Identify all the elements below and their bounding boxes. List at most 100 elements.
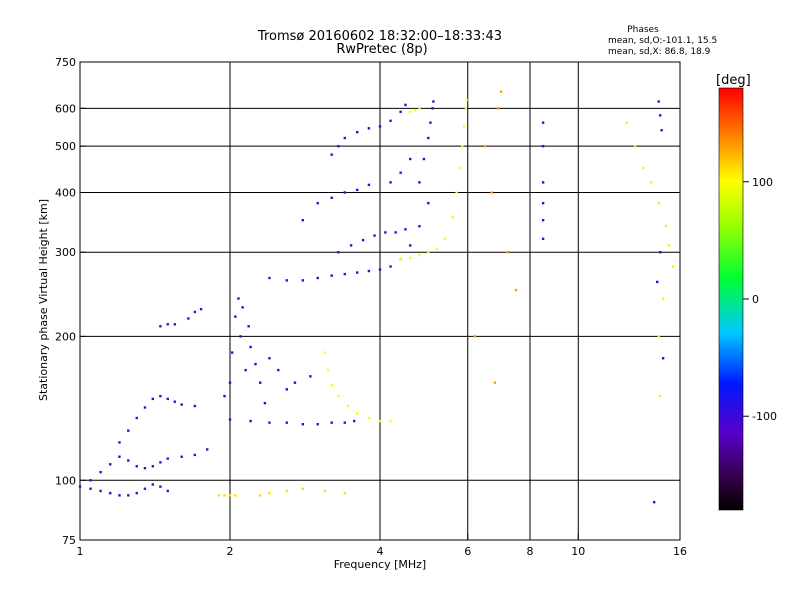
data-point: [378, 125, 382, 128]
chart-title-line2: RwPretec (8p): [336, 42, 427, 57]
data-point: [249, 419, 252, 423]
data-point: [541, 144, 545, 148]
data-point: [625, 121, 628, 124]
data-point: [399, 258, 402, 261]
data-point: [166, 457, 169, 460]
data-point: [199, 307, 203, 311]
data-point: [373, 234, 376, 237]
data-point: [127, 429, 130, 432]
data-point: [223, 394, 226, 398]
data-point: [661, 357, 665, 360]
data-point: [244, 368, 247, 372]
data-point: [490, 191, 493, 194]
data-point: [301, 423, 305, 426]
data-point: [355, 271, 359, 274]
data-point: [418, 107, 421, 110]
data-point: [658, 394, 662, 398]
data-point: [661, 297, 665, 300]
data-point: [658, 114, 662, 117]
chart-title-line1: Tromsø 20160602 18:32:00–18:33:43: [257, 29, 502, 44]
data-point: [429, 121, 432, 124]
data-point: [493, 381, 497, 384]
y-tick-label: 500: [55, 140, 76, 153]
phases-o-stats: mean, sd,O:-101.1, 15.5: [608, 36, 717, 46]
data-point: [135, 491, 138, 495]
data-point: [285, 489, 288, 493]
data-point: [541, 237, 545, 241]
x-axis-label: Frequency [MHz]: [334, 558, 426, 571]
x-tick-label: 1: [77, 545, 84, 558]
data-point: [671, 265, 675, 268]
data-point: [499, 90, 503, 93]
data-point: [330, 421, 333, 424]
data-point: [301, 219, 305, 222]
data-point: [337, 144, 340, 148]
data-point: [223, 494, 226, 497]
data-point: [514, 288, 518, 292]
data-point: [159, 394, 162, 398]
data-point: [355, 130, 359, 134]
data-point: [135, 465, 138, 468]
data-point: [143, 466, 147, 470]
data-point: [330, 196, 333, 199]
x-tick-label: 8: [527, 545, 534, 558]
data-point: [234, 494, 237, 497]
data-point: [323, 351, 327, 354]
data-point: [404, 228, 407, 231]
data-point: [187, 317, 190, 320]
data-point: [343, 191, 347, 194]
colorbar-ticks: 100 0 -100: [743, 176, 777, 423]
data-point: [337, 394, 340, 398]
data-point: [143, 487, 147, 490]
data-point: [451, 216, 455, 219]
data-point: [657, 335, 660, 338]
data-point: [367, 416, 371, 420]
data-point: [399, 110, 402, 114]
data-point: [193, 453, 197, 457]
data-point: [652, 500, 656, 504]
data-point: [237, 297, 240, 300]
data-point: [268, 491, 271, 495]
data-point: [228, 381, 232, 384]
data-point: [483, 144, 487, 148]
colorbar-tick-label: -100: [752, 410, 777, 423]
data-point: [193, 404, 197, 408]
data-point: [268, 421, 271, 424]
data-point: [660, 128, 663, 132]
x-tick-label: 16: [673, 545, 687, 558]
data-point: [657, 201, 660, 205]
data-point: [462, 125, 466, 128]
data-point: [217, 494, 221, 497]
data-point: [268, 276, 271, 280]
data-point: [239, 335, 242, 338]
data-point: [337, 251, 340, 254]
x-axis: 1 2 4 6 8 10 16: [77, 534, 687, 558]
data-point: [109, 463, 112, 466]
grid-layer: [80, 62, 680, 540]
data-point: [658, 251, 662, 254]
data-point: [259, 381, 262, 384]
data-point: [541, 219, 545, 222]
data-point: [78, 485, 82, 488]
data-point: [394, 231, 397, 234]
data-point: [327, 368, 330, 372]
data-point: [109, 491, 112, 495]
y-tick-label: 100: [55, 474, 76, 487]
data-point: [159, 325, 162, 328]
data-point: [151, 483, 155, 486]
data-point: [285, 421, 288, 424]
data-point: [455, 191, 458, 194]
data-point: [249, 345, 252, 349]
y-tick-label: 75: [62, 534, 76, 547]
data-point: [409, 244, 412, 247]
colorbar-tick-label: 0: [752, 293, 759, 306]
data-point: [301, 487, 305, 490]
data-point: [367, 269, 371, 273]
data-point: [432, 100, 435, 103]
data-point: [180, 455, 183, 458]
data-point: [118, 441, 121, 444]
x-tick-label: 2: [227, 545, 234, 558]
data-point: [309, 375, 312, 378]
y-axis: 75 100 200 300 400 500 600 750: [55, 56, 86, 547]
